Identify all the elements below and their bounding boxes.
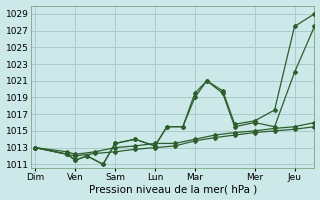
X-axis label: Pression niveau de la mer( hPa ): Pression niveau de la mer( hPa ) — [89, 184, 257, 194]
